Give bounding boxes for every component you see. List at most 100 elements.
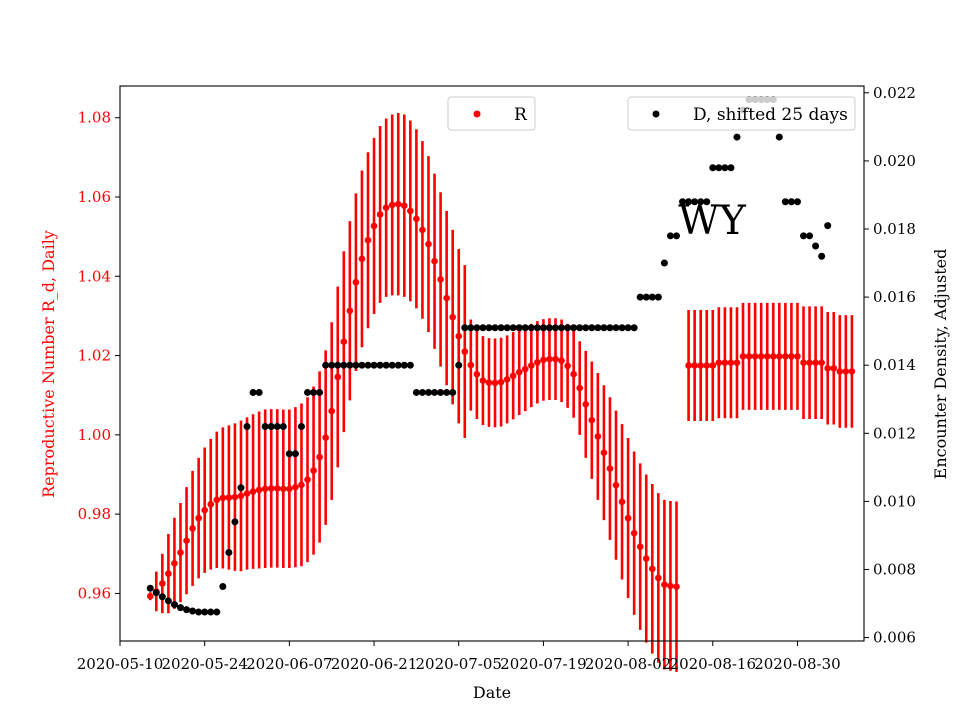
- d-point-16: [243, 422, 251, 430]
- r-point-116: [848, 368, 856, 375]
- r-point-97: [733, 359, 741, 367]
- r-point-93: [709, 362, 717, 369]
- r-point-57: [491, 379, 499, 387]
- r-point-5: [177, 549, 184, 556]
- d-point-47: [431, 388, 439, 396]
- d-point-55: [479, 324, 487, 332]
- r-point-104: [776, 353, 783, 360]
- d-point-66: [545, 324, 553, 332]
- d-point-52: [461, 324, 469, 332]
- d-point-97: [733, 133, 741, 141]
- r-point-39: [382, 204, 390, 212]
- r-point-6: [183, 537, 190, 545]
- d-point-62: [521, 324, 529, 332]
- d-point-17: [249, 388, 257, 396]
- r-point-40: [388, 201, 396, 209]
- r-point-85: [661, 581, 668, 589]
- y-right-tick-label-0: 0.006: [873, 629, 916, 647]
- plot-frame: [119, 85, 865, 642]
- r-point-32: [340, 338, 348, 345]
- d-point-85: [660, 259, 668, 267]
- d-point-39: [382, 361, 390, 369]
- d-point-51: [455, 361, 463, 369]
- y-right-tick-label-6: 0.018: [873, 220, 916, 238]
- d-point-13: [225, 548, 233, 556]
- r-point-15: [237, 492, 245, 500]
- d-point-7: [189, 607, 197, 615]
- d-point-71: [576, 324, 584, 332]
- r-point-52: [461, 348, 469, 355]
- r-point-28: [316, 453, 323, 461]
- d-point-59: [503, 324, 511, 332]
- r-point-54: [473, 370, 481, 378]
- d-point-27: [310, 388, 318, 396]
- d-point-19: [261, 422, 269, 430]
- r-point-3: [165, 570, 172, 577]
- r-point-51: [455, 332, 463, 340]
- d-point-12: [219, 583, 227, 591]
- d-point-78: [618, 324, 626, 332]
- r-point-41: [394, 200, 402, 208]
- r-point-75: [600, 449, 608, 456]
- d-point-10: [207, 608, 215, 616]
- d-point-54: [473, 324, 481, 332]
- d-point-53: [467, 324, 475, 332]
- x-axis-title: Date: [473, 683, 511, 702]
- d-point-32: [340, 361, 348, 369]
- r-point-81: [636, 543, 644, 550]
- r-point-34: [352, 278, 360, 286]
- d-point-82: [642, 293, 650, 301]
- d-point-18: [255, 388, 263, 396]
- d-point-41: [394, 361, 402, 369]
- r-point-111: [818, 359, 825, 367]
- r-point-23: [286, 485, 293, 493]
- d-point-63: [527, 324, 535, 332]
- r-point-25: [298, 481, 305, 489]
- d-point-24: [291, 450, 299, 458]
- d-point-57: [491, 324, 499, 332]
- r-point-45: [419, 226, 426, 234]
- r-point-68: [558, 357, 565, 365]
- r-point-18: [255, 486, 263, 494]
- d-point-65: [539, 324, 547, 332]
- d-point-48: [437, 388, 445, 396]
- r-point-80: [630, 529, 638, 537]
- y-left-tick-label-3: 1.02: [78, 347, 111, 365]
- legend-d-marker: [652, 110, 660, 118]
- r-point-82: [642, 555, 650, 562]
- d-point-26: [304, 388, 312, 396]
- d-point-73: [588, 324, 596, 332]
- y-left-tick-label-5: 1.06: [78, 188, 111, 206]
- r-point-109: [806, 359, 813, 367]
- y-left-tick-label-0: 0.96: [78, 584, 111, 602]
- d-point-70: [570, 324, 578, 332]
- r-point-77: [612, 481, 620, 489]
- r-point-89: [685, 362, 692, 369]
- d-point-44: [412, 388, 420, 396]
- d-point-64: [533, 324, 541, 332]
- r-point-96: [727, 359, 735, 367]
- r-point-49: [443, 294, 450, 302]
- r-point-107: [794, 353, 801, 360]
- r-point-20: [267, 485, 275, 492]
- x-tick-label-1: 2020-05-24: [161, 655, 247, 673]
- r-point-36: [364, 236, 372, 244]
- r-point-100: [751, 353, 759, 360]
- x-tick-label-2: 2020-06-07: [246, 655, 332, 673]
- d-point-46: [424, 388, 432, 396]
- d-point-3: [164, 597, 172, 605]
- r-point-10: [207, 500, 215, 508]
- r-point-105: [782, 353, 789, 360]
- r-point-103: [769, 353, 777, 360]
- d-point-28: [316, 388, 324, 396]
- r-point-66: [546, 355, 553, 363]
- r-point-78: [618, 498, 626, 506]
- r-point-72: [582, 401, 590, 408]
- r-point-27: [310, 467, 317, 474]
- d-point-61: [515, 324, 523, 332]
- r-point-106: [788, 353, 795, 360]
- r-point-29: [322, 434, 329, 441]
- r-point-94: [715, 359, 723, 367]
- d-point-81: [636, 293, 644, 301]
- r-point-71: [576, 384, 584, 392]
